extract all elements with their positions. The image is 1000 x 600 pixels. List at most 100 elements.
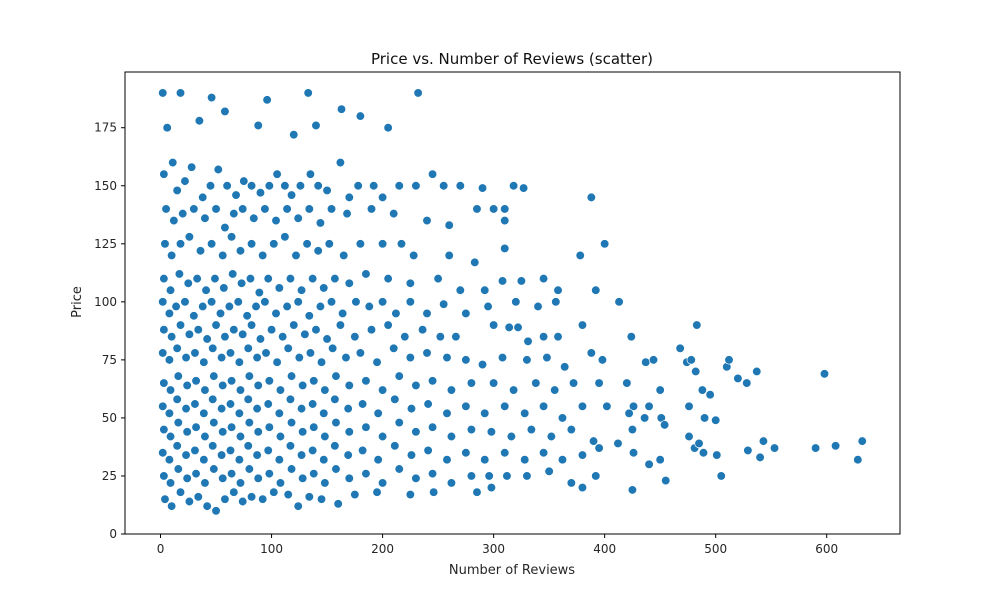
scatter-point: [588, 436, 599, 446]
scatter-point: [480, 408, 490, 418]
scatter-point: [243, 441, 253, 451]
scatter-point: [350, 332, 360, 342]
scatter-point: [266, 325, 277, 335]
scatter-point: [472, 487, 482, 497]
scatter-point: [305, 169, 316, 179]
scatter-point: [307, 399, 318, 409]
scatter-point: [333, 499, 343, 509]
scatter-point: [263, 445, 273, 456]
scatter-point: [342, 208, 352, 219]
scatter-point: [253, 120, 263, 131]
scatter-point: [591, 471, 601, 481]
scatter-point: [405, 489, 416, 500]
y-tick-label: 0: [109, 527, 117, 541]
scatter-point: [226, 232, 237, 242]
scatter-point: [389, 343, 399, 353]
scatter-point: [173, 371, 183, 381]
scatter-point: [160, 239, 170, 249]
scatter-point: [166, 332, 177, 342]
scatter-point: [577, 401, 588, 411]
scatter-point: [394, 371, 404, 381]
scatter-point: [557, 455, 568, 465]
y-tick-label: 75: [102, 353, 117, 367]
scatter-point: [830, 441, 841, 451]
scatter-point: [228, 269, 238, 279]
scatter-point: [313, 181, 323, 191]
scatter-point: [628, 448, 639, 458]
scatter-point: [300, 329, 310, 339]
scatter-point: [396, 239, 407, 249]
scatter-point: [220, 222, 230, 233]
scatter-point: [160, 494, 170, 504]
scatter-point: [206, 239, 217, 249]
scatter-point: [178, 208, 188, 219]
scatter-point: [344, 380, 354, 391]
scatter-point: [364, 301, 374, 312]
scatter-point: [166, 250, 177, 261]
scatter-point: [372, 357, 382, 367]
scatter-point: [283, 343, 293, 353]
scatter-point: [218, 250, 228, 261]
scatter-point: [466, 378, 477, 388]
scatter-point: [278, 332, 288, 342]
scatter-point: [405, 278, 416, 288]
scatter-point: [205, 181, 216, 191]
scatter-point: [322, 185, 332, 196]
scatter-point: [733, 373, 743, 384]
scatter-point: [202, 501, 212, 511]
scatter-point: [390, 441, 400, 451]
scatter-point: [597, 355, 608, 365]
scatter-point: [272, 357, 282, 367]
scatter-point: [422, 308, 432, 319]
scatter-point: [313, 246, 323, 256]
scatter-point: [184, 232, 195, 242]
scatter-point: [231, 190, 241, 200]
scatter-point: [182, 473, 192, 483]
scatter-point: [275, 385, 286, 395]
scatter-point: [216, 403, 227, 414]
scatter-point: [172, 441, 182, 451]
scatter-point: [353, 181, 363, 191]
scatter-point: [252, 450, 262, 460]
scatter-point: [586, 192, 596, 203]
scatter-point: [377, 478, 388, 488]
scatter-point: [413, 88, 423, 98]
scatter-point: [439, 299, 449, 309]
scatter-point: [316, 357, 327, 367]
scatter-point: [184, 329, 195, 339]
scatter-point: [263, 273, 273, 284]
scatter-point: [161, 204, 171, 214]
scatter-point: [174, 269, 185, 279]
scatter-point: [285, 394, 296, 404]
scatter-point: [331, 464, 341, 474]
scatter-point: [320, 385, 330, 395]
scatter-point: [255, 334, 266, 344]
scatter-point: [319, 283, 329, 293]
scatter-point: [183, 278, 193, 288]
scatter-point: [488, 378, 499, 388]
scatter-point: [626, 332, 636, 342]
scatter-point: [198, 192, 208, 203]
scatter-point: [694, 438, 704, 449]
scatter-point: [461, 401, 471, 411]
scatter-point: [531, 378, 541, 388]
scatter-point: [752, 366, 762, 377]
scatter-point: [439, 181, 449, 191]
scatter-point: [189, 311, 199, 321]
scatter-point: [331, 417, 341, 428]
scatter-point: [191, 376, 201, 386]
scatter-point: [361, 468, 371, 479]
scatter-point: [557, 413, 568, 423]
x-tick-label: 500: [704, 542, 727, 556]
scatter-point: [357, 399, 368, 409]
scatter-point: [461, 355, 471, 365]
scatter-point: [577, 482, 588, 493]
scatter-point: [644, 401, 654, 411]
scatter-point: [480, 455, 490, 465]
scatter-point: [355, 111, 366, 121]
scatter-point: [200, 478, 210, 488]
scatter-point: [383, 123, 393, 133]
scatter-point: [423, 445, 433, 456]
scatter-point: [341, 352, 351, 363]
scatter-point: [627, 485, 638, 495]
